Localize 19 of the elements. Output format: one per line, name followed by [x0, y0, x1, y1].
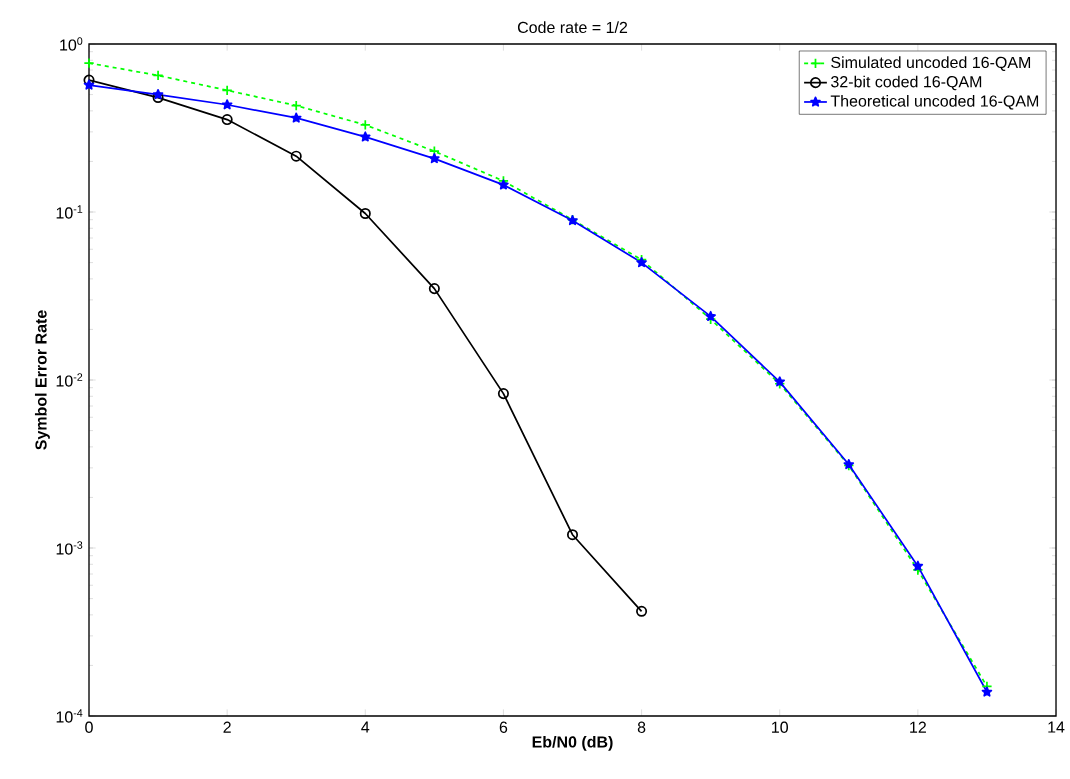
y-tick-label: 10$^{-2}$: [56, 373, 83, 387]
legend-label: 32-bit coded 16-QAM: [831, 75, 982, 91]
x-tick-label: 10: [772, 721, 788, 733]
x-tick-label: 2: [223, 721, 231, 733]
y-axis-title: Symbol Error Rate: [34, 310, 50, 450]
legend-label: Simulated uncoded 16-QAM: [831, 56, 1031, 71]
y-tick-label: 10$^{-4}$: [56, 709, 83, 723]
x-tick-label: 12: [910, 721, 926, 733]
x-tick-label: 14: [1048, 721, 1065, 733]
legend-label: Theoretical uncoded 16-QAM: [830, 94, 1039, 110]
y-tick-label: 10$^{0}$: [60, 37, 83, 51]
x-tick-label: 4: [361, 721, 370, 733]
x-axis-title: Eb/N0 (dB): [532, 735, 613, 751]
chart-title: Code rate = 1/2: [517, 21, 628, 34]
x-tick-label: 0: [85, 721, 93, 733]
x-tick-label: 8: [637, 721, 646, 733]
y-tick-label: 10$^{-1}$: [56, 205, 83, 219]
x-tick-label: 6: [499, 721, 508, 733]
y-tick-label: 10$^{-3}$: [56, 541, 83, 555]
